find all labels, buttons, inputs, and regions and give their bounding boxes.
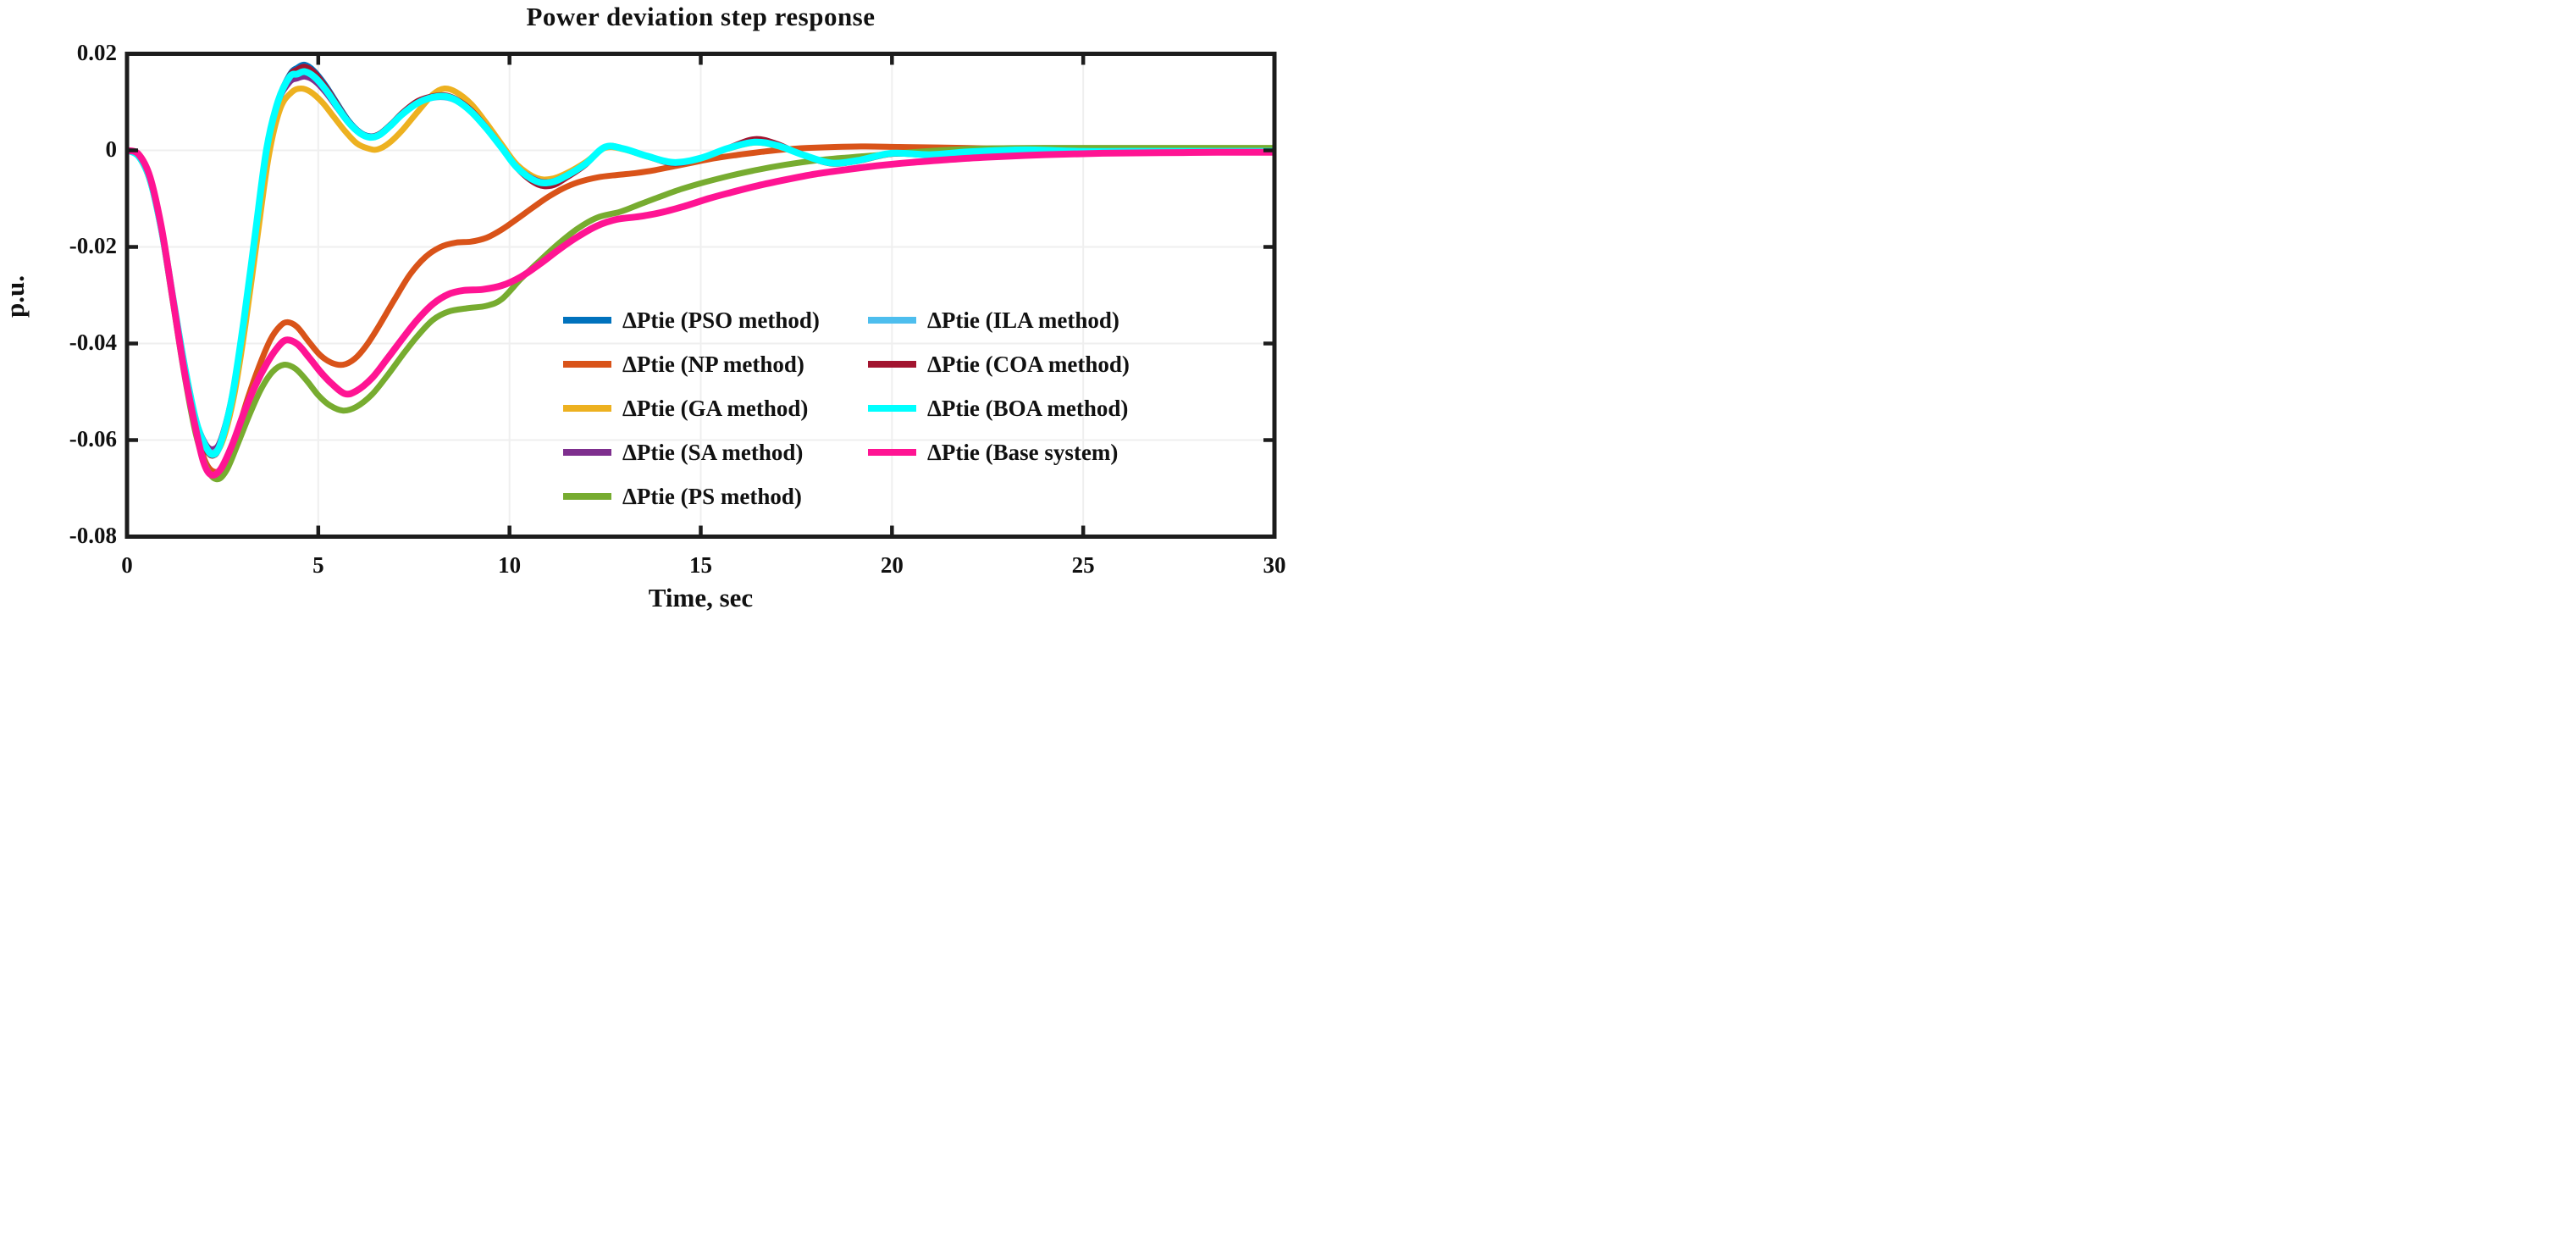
x-tick-label-25: 25 [1071, 552, 1095, 578]
legend-item: ΔPtie (Base system) [868, 430, 1130, 474]
legend-line-swatch [563, 405, 611, 412]
x-tick-label-0: 0 [121, 552, 133, 578]
legend-label: ΔPtie (GA method) [622, 395, 809, 421]
legend-label: ΔPtie (BOA method) [927, 395, 1129, 421]
chart-title: Power deviation step response [526, 2, 876, 31]
legend-column-1: ΔPtie (PSO method) ΔPtie (NP method) ΔPtie… [563, 298, 868, 518]
x-tick-label-15: 15 [689, 552, 712, 578]
y-tick-label--0.06: -0.06 [69, 425, 117, 452]
x-tick-label-5: 5 [312, 552, 324, 578]
legend-line-swatch [868, 405, 916, 412]
legend-label: ΔPtie (PSO method) [622, 307, 820, 333]
legend-item: ΔPtie (PSO method) [563, 298, 868, 342]
y-tick-label-0.02: 0.02 [76, 39, 117, 65]
legend-line-swatch [563, 317, 611, 324]
x-axis-label: Time, sec [648, 583, 754, 612]
chart-figure: Power deviation step response p.u. Time,… [0, 0, 1288, 621]
legend-item: ΔPtie (ILA method) [868, 298, 1130, 342]
legend-label: ΔPtie (PS method) [622, 483, 802, 509]
series-line-7 [125, 68, 1276, 458]
series-line-4 [125, 145, 1276, 483]
y-tick-label--0.02: -0.02 [69, 232, 117, 258]
legend-line-swatch [563, 449, 611, 456]
legend-label: ΔPtie (ILA method) [927, 307, 1119, 333]
x-tick-label-30: 30 [1263, 552, 1286, 578]
legend-line-swatch [563, 361, 611, 368]
legend-label: ΔPtie (NP method) [622, 351, 804, 377]
y-tick-label-0: 0 [105, 136, 118, 162]
legend-item: ΔPtie (PS method) [563, 474, 868, 518]
y-tick-label--0.08: -0.08 [69, 522, 117, 548]
x-tick-label-20: 20 [880, 552, 904, 578]
chart-canvas [124, 52, 1277, 539]
legend-line-swatch [868, 449, 916, 456]
x-tick-label-10: 10 [498, 552, 522, 578]
legend-item: ΔPtie (BOA method) [868, 386, 1130, 430]
legend-label: ΔPtie (Base system) [927, 439, 1119, 465]
legend-line-swatch [868, 317, 916, 324]
y-tick-label--0.04: -0.04 [69, 329, 117, 355]
legend-item: ΔPtie (NP method) [563, 342, 868, 386]
series-line-8 [125, 147, 1276, 479]
legend-item: ΔPtie (COA method) [868, 342, 1130, 386]
legend-line-swatch [868, 361, 916, 368]
legend-label: ΔPtie (SA method) [622, 439, 804, 465]
legend-label: ΔPtie (COA method) [927, 351, 1130, 377]
legend-item: ΔPtie (GA method) [563, 386, 868, 430]
legend-line-swatch [563, 493, 611, 500]
legend: ΔPtie (PSO method) ΔPtie (NP method) ΔPtie… [563, 298, 1130, 518]
legend-column-2: ΔPtie (ILA method) ΔPtie (COA method) ΔPti… [868, 298, 1130, 518]
legend-item: ΔPtie (SA method) [563, 430, 868, 474]
